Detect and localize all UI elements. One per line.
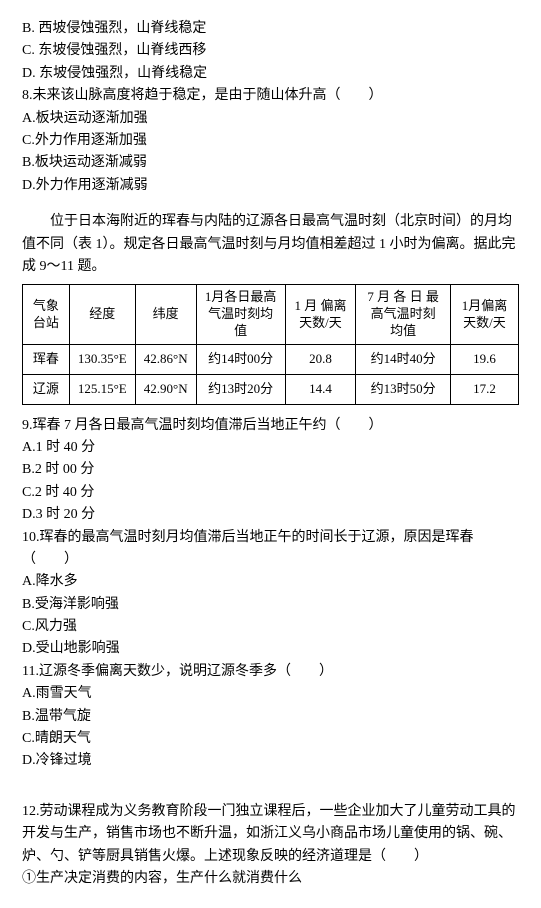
table-row: 辽源 125.15°E 42.90°N 约13时20分 14.4 约13时50分… bbox=[23, 374, 519, 404]
q9-stem: 9.珲春 7 月各日最高气温时刻均值滞后当地正午约（ ） bbox=[22, 415, 519, 437]
q10-stem: 10.珲春的最高气温时刻月均值滞后当地正午的时间长于辽源，原因是珲春（ ） bbox=[22, 527, 519, 572]
q11-option-a: A.雨雪天气 bbox=[22, 683, 519, 705]
table-row: 珲春 130.35°E 42.86°N 约14时00分 20.8 约14时40分… bbox=[23, 344, 519, 374]
q11-option-d: D.冷锋过境 bbox=[22, 750, 519, 772]
cell-jul-dev: 19.6 bbox=[450, 344, 518, 374]
cell-jan-dev: 14.4 bbox=[285, 374, 356, 404]
option-b: B. 西坡侵蚀强烈，山脊线稳定 bbox=[22, 18, 519, 40]
q11-option-c: C.晴朗天气 bbox=[22, 728, 519, 750]
q10-option-a: A.降水多 bbox=[22, 571, 519, 593]
cell-jul-peak: 约13时50分 bbox=[356, 374, 451, 404]
th-latitude: 纬度 bbox=[135, 285, 196, 345]
q9-option-b: B.2 时 00 分 bbox=[22, 459, 519, 481]
q11-option-b: B.温带气旋 bbox=[22, 706, 519, 728]
cell-longitude: 130.35°E bbox=[69, 344, 135, 374]
table-header-row: 气象台站 经度 纬度 1月各日最高气温时刻均值 1 月 偏离天数/天 7 月 各… bbox=[23, 285, 519, 345]
th-jan-dev: 1 月 偏离天数/天 bbox=[285, 285, 356, 345]
cell-jan-peak: 约14时00分 bbox=[196, 344, 285, 374]
option-d: D. 东坡侵蚀强烈，山脊线稳定 bbox=[22, 63, 519, 85]
q8-option-b: B.板块运动逐渐减弱 bbox=[22, 152, 519, 174]
th-jul-dev: 1月偏离天数/天 bbox=[450, 285, 518, 345]
q8-stem: 8.未来该山脉高度将趋于稳定，是由于随山体升高（ ） bbox=[22, 85, 519, 107]
q8-option-d: D.外力作用逐渐减弱 bbox=[22, 175, 519, 197]
q10-option-c: C.风力强 bbox=[22, 616, 519, 638]
q9-option-c: C.2 时 40 分 bbox=[22, 482, 519, 504]
th-jan-peak: 1月各日最高气温时刻均值 bbox=[196, 285, 285, 345]
cell-longitude: 125.15°E bbox=[69, 374, 135, 404]
option-c: C. 东坡侵蚀强烈，山脊线西移 bbox=[22, 40, 519, 62]
q8-option-a: A.板块运动逐渐加强 bbox=[22, 108, 519, 130]
cell-latitude: 42.90°N bbox=[135, 374, 196, 404]
q10-option-b: B.受海洋影响强 bbox=[22, 594, 519, 616]
q9-option-d: D.3 时 20 分 bbox=[22, 504, 519, 526]
cell-jan-peak: 约13时20分 bbox=[196, 374, 285, 404]
q12-stem: 12.劳动课程成为义务教育阶段一门独立课程后，一些企业加大了儿童劳动工具的开发与… bbox=[22, 801, 519, 868]
cell-latitude: 42.86°N bbox=[135, 344, 196, 374]
cell-jan-dev: 20.8 bbox=[285, 344, 356, 374]
cell-station: 珲春 bbox=[23, 344, 70, 374]
q12-opt1: ①生产决定消费的内容，生产什么就消费什么 bbox=[22, 868, 519, 890]
data-table: 气象台站 经度 纬度 1月各日最高气温时刻均值 1 月 偏离天数/天 7 月 各… bbox=[22, 284, 519, 404]
cell-jul-peak: 约14时40分 bbox=[356, 344, 451, 374]
q8-option-c: C.外力作用逐渐加强 bbox=[22, 130, 519, 152]
th-station: 气象台站 bbox=[23, 285, 70, 345]
q10-option-d: D.受山地影响强 bbox=[22, 638, 519, 660]
th-longitude: 经度 bbox=[69, 285, 135, 345]
q11-stem: 11.辽源冬季偏离天数少，说明辽源冬季多（ ） bbox=[22, 661, 519, 683]
intro-paragraph: 位于日本海附近的珲春与内陆的辽源各日最高气温时刻（北京时间）的月均值不同（表 1… bbox=[22, 211, 519, 278]
cell-jul-dev: 17.2 bbox=[450, 374, 518, 404]
q9-option-a: A.1 时 40 分 bbox=[22, 437, 519, 459]
cell-station: 辽源 bbox=[23, 374, 70, 404]
th-jul-peak: 7 月 各 日 最高气温时刻均值 bbox=[356, 285, 451, 345]
